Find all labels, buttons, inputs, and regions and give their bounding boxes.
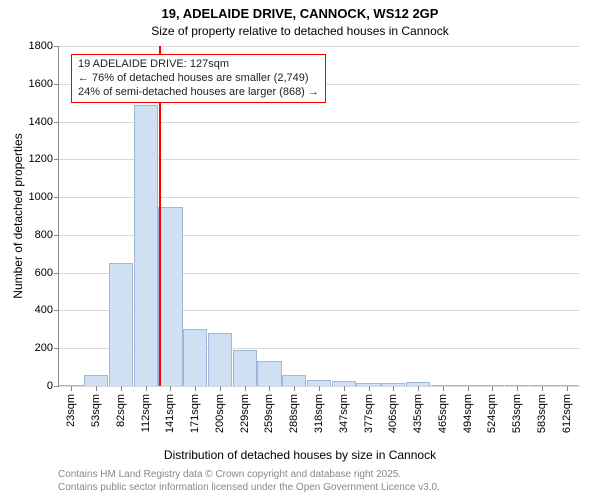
ytick-label: 1800 — [29, 40, 59, 52]
xtick-label: 112sqm — [140, 394, 152, 432]
footer-attribution: Contains HM Land Registry data © Crown c… — [58, 468, 440, 494]
footer-line-2: Contains public sector information licen… — [58, 481, 440, 494]
xtick-label: 53sqm — [90, 394, 102, 427]
xtick-label: 524sqm — [486, 394, 498, 433]
xtick-mark — [369, 386, 370, 391]
chart-container: 19, ADELAIDE DRIVE, CANNOCK, WS12 2GP Si… — [0, 0, 600, 500]
xtick-label: 82sqm — [115, 394, 127, 427]
y-axis-label: Number of detached properties — [11, 133, 25, 298]
annotation-box: 19 ADELAIDE DRIVE: 127sqm ← 76% of detac… — [71, 54, 326, 103]
xtick-label: 377sqm — [363, 394, 375, 433]
xtick-label: 583sqm — [536, 394, 548, 433]
xtick-mark — [245, 386, 246, 391]
ytick-label: 0 — [47, 380, 59, 392]
ytick-label: 400 — [35, 304, 59, 316]
ytick-label: 600 — [35, 267, 59, 279]
xtick-label: 200sqm — [214, 394, 226, 433]
xtick-mark — [468, 386, 469, 391]
annotation-line-3: 24% of semi-detached houses are larger (… — [78, 86, 319, 100]
histogram-bar — [183, 329, 207, 386]
xtick-label: 288sqm — [288, 394, 300, 433]
xtick-mark — [319, 386, 320, 391]
xtick-mark — [96, 386, 97, 391]
histogram-bar — [282, 375, 306, 386]
xtick-mark — [418, 386, 419, 391]
xtick-label: 229sqm — [239, 394, 251, 433]
ytick-label: 1200 — [29, 153, 59, 165]
xtick-mark — [195, 386, 196, 391]
annotation-line-1: 19 ADELAIDE DRIVE: 127sqm — [78, 58, 319, 72]
xtick-label: 553sqm — [511, 394, 523, 433]
histogram-bar — [84, 375, 108, 386]
ytick-label: 200 — [35, 342, 59, 354]
gridline — [59, 46, 579, 47]
ytick-label: 1000 — [29, 191, 59, 203]
chart-title: 19, ADELAIDE DRIVE, CANNOCK, WS12 2GP — [0, 6, 600, 21]
histogram-bar — [109, 263, 133, 386]
histogram-bar — [257, 361, 281, 386]
xtick-mark — [443, 386, 444, 391]
xtick-label: 141sqm — [164, 394, 176, 433]
xtick-mark — [170, 386, 171, 391]
chart-subtitle: Size of property relative to detached ho… — [0, 24, 600, 38]
xtick-mark — [71, 386, 72, 391]
xtick-label: 612sqm — [561, 394, 573, 433]
footer-line-1: Contains HM Land Registry data © Crown c… — [58, 468, 440, 481]
xtick-mark — [393, 386, 394, 391]
xtick-label: 406sqm — [387, 394, 399, 433]
xtick-mark — [121, 386, 122, 391]
histogram-bar — [208, 333, 232, 386]
xtick-label: 23sqm — [65, 394, 77, 427]
histogram-bar — [134, 105, 158, 386]
x-axis-label: Distribution of detached houses by size … — [0, 448, 600, 462]
xtick-label: 435sqm — [412, 394, 424, 433]
xtick-mark — [220, 386, 221, 391]
xtick-mark — [517, 386, 518, 391]
xtick-label: 318sqm — [313, 394, 325, 433]
xtick-mark — [344, 386, 345, 391]
xtick-mark — [492, 386, 493, 391]
ytick-label: 1400 — [29, 116, 59, 128]
histogram-bar — [233, 350, 257, 386]
xtick-label: 494sqm — [462, 394, 474, 433]
ytick-label: 800 — [35, 229, 59, 241]
histogram-bar — [158, 207, 182, 386]
xtick-mark — [146, 386, 147, 391]
xtick-label: 347sqm — [338, 394, 350, 433]
ytick-label: 1600 — [29, 78, 59, 90]
xtick-label: 171sqm — [189, 394, 201, 433]
xtick-mark — [269, 386, 270, 391]
xtick-label: 465sqm — [437, 394, 449, 433]
plot-area: 02004006008001000120014001600180023sqm53… — [58, 46, 579, 387]
annotation-line-2: ← 76% of detached houses are smaller (2,… — [78, 72, 319, 86]
xtick-label: 259sqm — [263, 394, 275, 433]
xtick-mark — [567, 386, 568, 391]
xtick-mark — [542, 386, 543, 391]
xtick-mark — [294, 386, 295, 391]
